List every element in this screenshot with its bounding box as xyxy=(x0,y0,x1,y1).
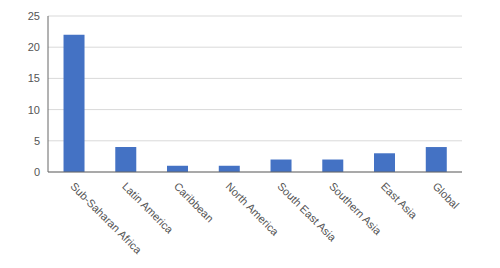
svg-text:10: 10 xyxy=(28,104,40,116)
svg-text:Sub-Saharan Africa: Sub-Saharan Africa xyxy=(68,180,145,256)
svg-text:0: 0 xyxy=(34,166,40,178)
svg-text:Southern Asia: Southern Asia xyxy=(327,180,385,238)
svg-text:South East Asia: South East Asia xyxy=(275,180,339,244)
svg-text:20: 20 xyxy=(28,41,40,53)
svg-text:15: 15 xyxy=(28,72,40,84)
svg-text:Latin America: Latin America xyxy=(120,180,176,236)
svg-text:East Asia: East Asia xyxy=(379,180,421,222)
svg-text:Caribbean: Caribbean xyxy=(172,180,216,224)
svg-text:25: 25 xyxy=(28,10,40,22)
svg-text:5: 5 xyxy=(34,135,40,147)
svg-text:North America: North America xyxy=(223,180,281,238)
svg-text:Global: Global xyxy=(430,180,461,211)
